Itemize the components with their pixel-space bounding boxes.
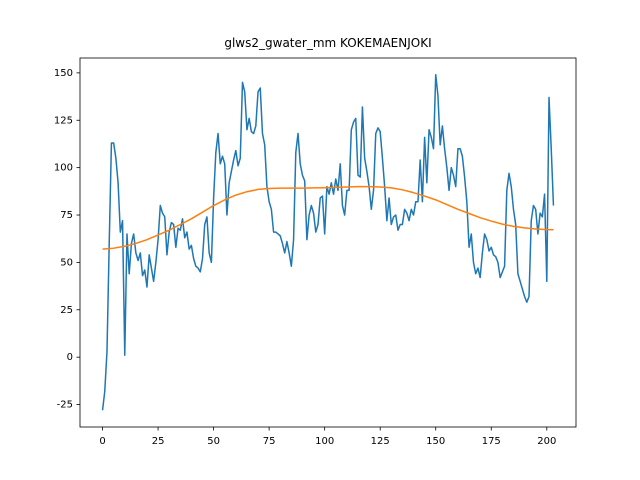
data-line	[102, 185, 554, 250]
y-tick-label: 100	[54, 163, 73, 174]
x-tick-label: 125	[371, 436, 390, 447]
x-tick-label: 150	[426, 436, 445, 447]
y-tick-label: 25	[60, 305, 73, 316]
x-tick-label: 25	[152, 436, 165, 447]
y-tick-label: -25	[57, 400, 73, 411]
y-tick-label: 125	[54, 115, 73, 126]
y-tick-label: 150	[54, 68, 73, 79]
y-tick-label: 50	[60, 257, 73, 268]
x-tick-label: 175	[482, 436, 501, 447]
x-tick-label: 50	[207, 436, 220, 447]
y-tick-label: 75	[60, 210, 73, 221]
x-tick-label: 0	[99, 436, 105, 447]
data-line	[101, 74, 555, 411]
y-tick-label: 0	[67, 352, 73, 363]
x-tick-label: 75	[263, 436, 276, 447]
plot-frame	[79, 57, 577, 428]
chart-title: glws2_gwater_mm KOKEMAENJOKI	[224, 36, 431, 50]
x-tick-label: 200	[537, 436, 556, 447]
x-tick-label: 100	[315, 436, 334, 447]
